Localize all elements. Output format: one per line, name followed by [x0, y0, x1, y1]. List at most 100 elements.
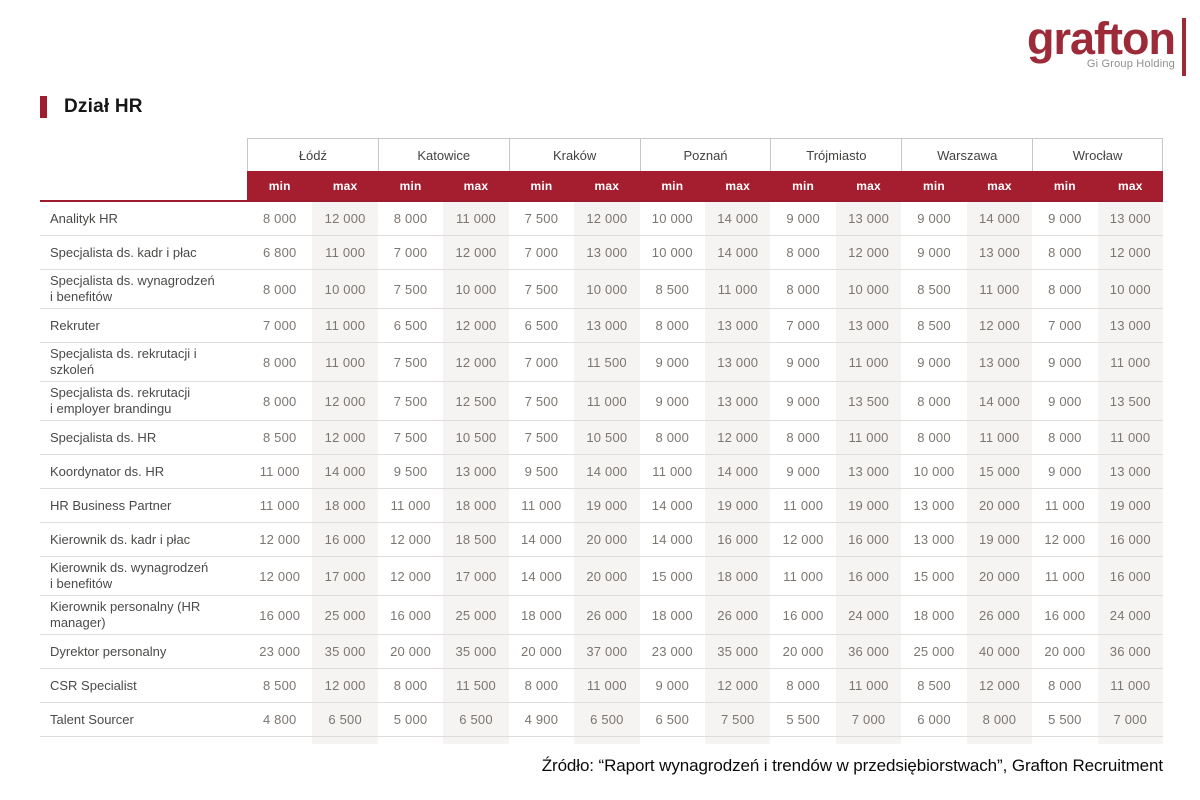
salary-value: 24 000 — [1097, 596, 1163, 634]
salary-value: 8 000 — [655, 430, 690, 445]
salary-value: 7 000 — [835, 703, 902, 736]
salary-value: 8 500 — [655, 281, 690, 297]
salary-value: 9 000 — [786, 393, 820, 409]
salary-value: 7 000 — [524, 245, 559, 260]
filler-cell — [574, 737, 640, 744]
salary-value: 5 000 — [393, 712, 428, 727]
salary-value: 18 000 — [520, 607, 562, 623]
city-header: Wrocław — [1032, 138, 1163, 171]
salary-value: 12 000 — [782, 532, 824, 547]
filler-cell — [1097, 737, 1163, 744]
salary-value: 9 500 — [524, 464, 559, 479]
min-header: min — [1032, 171, 1098, 200]
salary-table: Łódź Katowice Kraków Poznań Trójmiasto Warsza… — [40, 138, 1163, 744]
salary-value: 17 000 — [443, 557, 509, 595]
salary-value: 11 000 — [652, 464, 693, 479]
salary-value: 18 000 — [913, 607, 955, 623]
salary-value: 16 000 — [705, 523, 771, 556]
salary-value: 6 500 — [655, 712, 690, 727]
source-note: Źródło: “Raport wynagrodzeń i trendów w … — [541, 756, 1163, 775]
salary-value: 14 000 — [574, 455, 640, 488]
salary-value: 10 500 — [574, 421, 640, 454]
salary-value: 23 000 — [259, 644, 301, 659]
position-label: Talent Sourcer — [50, 711, 134, 727]
salary-value: 19 000 — [574, 489, 640, 522]
salary-value: 5 500 — [1048, 712, 1082, 727]
salary-value: 7 500 — [524, 430, 559, 445]
salary-value: 12 000 — [390, 532, 432, 547]
salary-value: 8 000 — [1048, 245, 1082, 260]
salary-value: 7 000 — [524, 354, 559, 370]
salary-value: 12 000 — [390, 568, 432, 584]
table-row: Talent Sourcer 4 800 6 500 5 000 6 500 4 900 6… — [40, 703, 1163, 737]
city-header: Warszawa — [901, 138, 1033, 171]
filler-cell — [770, 737, 835, 744]
salary-value: 12 500 — [443, 382, 509, 420]
logo-vertical-bar — [1182, 18, 1186, 76]
salary-value: 12 000 — [966, 309, 1033, 342]
salary-value: 16 000 — [835, 557, 902, 595]
salary-value: 11 000 — [259, 464, 300, 479]
salary-value: 7 500 — [524, 281, 559, 297]
salary-value: 6 500 — [524, 318, 559, 333]
salary-value: 37 000 — [574, 635, 640, 668]
salary-value: 7 500 — [393, 354, 428, 370]
salary-value: 19 000 — [835, 489, 902, 522]
position-label: Dyrektor personalny — [50, 643, 167, 659]
salary-value: 14 000 — [520, 568, 562, 584]
salary-value: 9 000 — [1048, 464, 1082, 479]
filler-cell — [1032, 737, 1097, 744]
salary-value: 11 000 — [1097, 669, 1163, 702]
salary-value: 11 000 — [574, 669, 640, 702]
position-label: Specjalista ds. HR — [50, 429, 157, 445]
salary-value: 8 000 — [262, 354, 297, 370]
salary-value: 16 000 — [259, 607, 301, 623]
salary-value: 11 000 — [574, 382, 640, 420]
salary-value: 26 000 — [574, 596, 640, 634]
salary-value: 12 000 — [443, 309, 509, 342]
salary-value: 36 000 — [835, 635, 902, 668]
salary-value: 13 000 — [966, 236, 1033, 269]
salary-value: 8 000 — [966, 703, 1033, 736]
salary-value: 10 000 — [574, 270, 640, 308]
salary-value: 15 000 — [651, 568, 693, 584]
salary-value: 13 500 — [835, 382, 902, 420]
salary-value: 20 000 — [574, 523, 640, 556]
table-row: Kierownik personalny (HR manager) 16 000 2… — [40, 596, 1163, 635]
salary-value: 14 000 — [705, 236, 771, 269]
salary-value: 40 000 — [966, 635, 1033, 668]
salary-value: 35 000 — [312, 635, 378, 668]
salary-value: 12 000 — [443, 236, 509, 269]
table-row: CSR Specialist 8 500 12 000 8 000 11 500 8 00… — [40, 669, 1163, 703]
salary-value: 18 000 — [312, 489, 378, 522]
salary-value: 11 000 — [1097, 343, 1163, 381]
salary-value: 11 500 — [443, 669, 509, 702]
min-header: min — [770, 171, 836, 200]
salary-value: 12 000 — [312, 382, 378, 420]
min-header: min — [247, 171, 313, 200]
table-row: Rekruter 7 000 11 000 6 500 12 000 6 500 13 00… — [40, 309, 1163, 343]
grafton-logo: grafton Gi Group Holding — [1027, 16, 1186, 76]
salary-value: 13 500 — [1097, 382, 1163, 420]
salary-value: 16 000 — [1097, 557, 1163, 595]
salary-value: 13 000 — [835, 455, 902, 488]
city-header: Trójmiasto — [770, 138, 902, 171]
salary-value: 10 000 — [312, 270, 378, 308]
salary-value: 9 000 — [1048, 354, 1082, 370]
table-row: Specjalista ds. wynagrodzeń i benefitów 8… — [40, 270, 1163, 309]
position-label: Kierownik ds. kadr i płac — [50, 531, 191, 547]
salary-value: 12 000 — [259, 532, 301, 547]
salary-value: 18 000 — [651, 607, 693, 623]
position-label: Analityk HR — [50, 210, 118, 226]
min-header: min — [901, 171, 967, 200]
salary-value: 10 000 — [835, 270, 902, 308]
salary-value: 8 000 — [393, 678, 428, 693]
salary-value: 16 000 — [1044, 607, 1086, 623]
table-row: Specjalista ds. HR 8 500 12 000 7 500 10 500… — [40, 421, 1163, 455]
salary-value: 16 000 — [782, 607, 824, 623]
salary-value: 13 000 — [913, 532, 955, 547]
salary-value: 18 500 — [443, 523, 509, 556]
band-corner-cell — [40, 171, 247, 200]
salary-value: 14 000 — [705, 202, 771, 235]
salary-value: 8 000 — [786, 430, 820, 445]
